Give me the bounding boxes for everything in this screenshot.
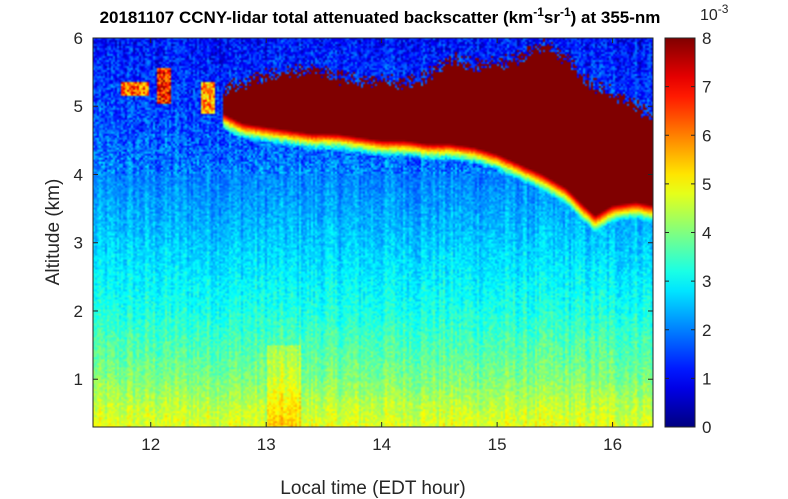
x-tick-label: 12 (141, 435, 160, 454)
colorbar-ticks: 0 1 2 3 4 5 6 7 8 (665, 29, 711, 437)
chart-title: 20181107 CCNY-lidar total attenuated bac… (100, 5, 661, 27)
y-tick-label: 1 (74, 370, 83, 389)
y-axis-ticks: 1 2 3 4 5 6 (74, 29, 653, 389)
colorbar-tick-label: 5 (702, 175, 711, 194)
x-tick-label: 14 (372, 435, 391, 454)
colorbar-tick-label: 0 (702, 418, 711, 437)
y-axis-label: Altitude (km) (43, 179, 64, 286)
colorbar-tick-label: 1 (702, 369, 711, 388)
x-tick-label: 16 (603, 435, 622, 454)
colorbar-exponent: 10-3 (700, 2, 729, 24)
y-tick-label: 3 (74, 234, 83, 253)
backscatter-heatmap (93, 38, 653, 427)
y-tick-label: 6 (74, 29, 83, 48)
y-tick-label: 5 (74, 97, 83, 116)
colorbar-tick-label: 2 (702, 321, 711, 340)
x-tick-label: 15 (488, 435, 507, 454)
colorbar-tick-label: 3 (702, 272, 711, 291)
colorbar-tick-label: 6 (702, 126, 711, 145)
colorbar-tick-label: 8 (702, 29, 711, 48)
y-tick-label: 2 (74, 302, 83, 321)
colorbar-gradient (665, 38, 695, 427)
plot-frame (92, 37, 654, 428)
y-tick-label: 4 (74, 165, 83, 184)
x-axis-ticks: 12 13 14 15 16 (141, 38, 622, 454)
colorbar-tick-label: 4 (702, 224, 711, 243)
colorbar: 0 1 2 3 4 5 6 7 8 10-3 (664, 2, 729, 437)
x-tick-label: 13 (257, 435, 276, 454)
x-axis-label: Local time (EDT hour) (280, 478, 466, 499)
colorbar-tick-label: 7 (702, 78, 711, 97)
